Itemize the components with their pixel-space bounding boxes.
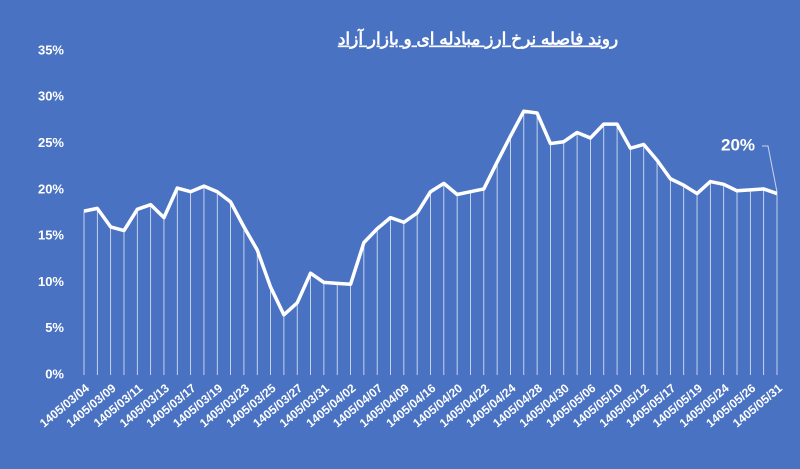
y-tick-label: 35% (38, 42, 64, 57)
y-tick-label: 20% (38, 181, 64, 196)
annotation-leader (762, 145, 778, 193)
chart-title: روند فاصله نرخ ارز مبادله ای و بازار آزا… (338, 27, 618, 49)
y-tick-label: 0% (45, 366, 64, 381)
y-tick-label: 15% (38, 228, 64, 243)
y-tick-label: 10% (38, 274, 64, 289)
y-tick-label: 30% (38, 89, 64, 104)
y-tick-label: 5% (45, 320, 64, 335)
annotation: 20% (721, 135, 755, 154)
line-series (83, 109, 778, 317)
y-tick-label: 25% (38, 135, 64, 150)
